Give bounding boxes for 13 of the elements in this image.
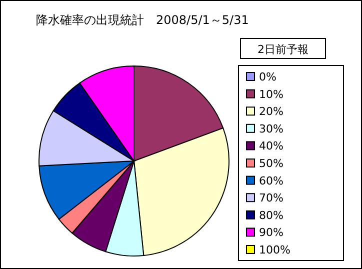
legend-label: 100% (259, 244, 290, 256)
legend-label: 20% (259, 105, 284, 118)
legend-label: 70% (259, 192, 284, 205)
legend-label: 0% (259, 70, 276, 84)
legend-label: 60% (259, 174, 284, 188)
legend-label: 40% (259, 140, 284, 153)
legend-label: 10% (259, 88, 284, 101)
legend-title: 2日前予報 (258, 43, 308, 56)
legend-label: 80% (259, 208, 284, 222)
chart-title: 降水確率の出現統計 2008/5/1～5/31 (36, 13, 249, 27)
legend-label: 30% (259, 122, 284, 136)
legend-label: 50% (259, 157, 284, 170)
legend-label: 90% (259, 226, 284, 240)
